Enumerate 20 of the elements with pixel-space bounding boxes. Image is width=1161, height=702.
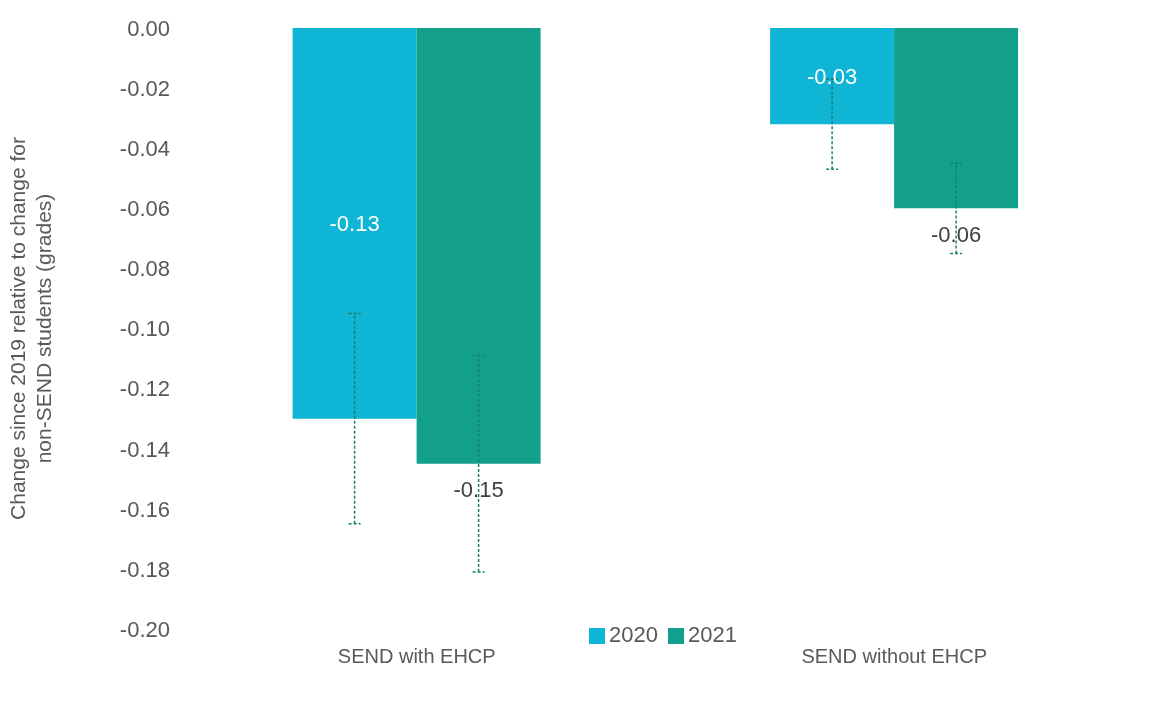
- y-axis-title: Change since 2019 relative to change for non-SEND students (grades): [6, 137, 55, 520]
- y-tick-label: -0.08: [119, 256, 170, 282]
- data-label: -0.03: [807, 63, 858, 89]
- x-tick-label: SEND without EHCP: [801, 645, 988, 668]
- y-tick-label: -0.20: [119, 616, 170, 642]
- y-tick-label: 0.00: [127, 15, 170, 41]
- y-tick-label: -0.14: [119, 436, 170, 462]
- y-tick-label: -0.18: [119, 556, 170, 582]
- data-label: -0.06: [931, 221, 982, 247]
- legend-label: 2021: [688, 622, 737, 647]
- y-tick-label: -0.16: [119, 496, 170, 522]
- y-tick-label: -0.10: [119, 316, 170, 342]
- legend-label: 2020: [609, 622, 658, 647]
- y-tick-label: -0.02: [119, 75, 170, 101]
- data-label: -0.13: [329, 210, 380, 236]
- y-tick-label: -0.12: [119, 376, 170, 402]
- x-tick-label: SEND with EHCP: [337, 645, 496, 668]
- y-tick-label: -0.06: [119, 196, 170, 222]
- data-label: -0.15: [453, 477, 504, 503]
- y-tick-label: -0.04: [119, 136, 170, 162]
